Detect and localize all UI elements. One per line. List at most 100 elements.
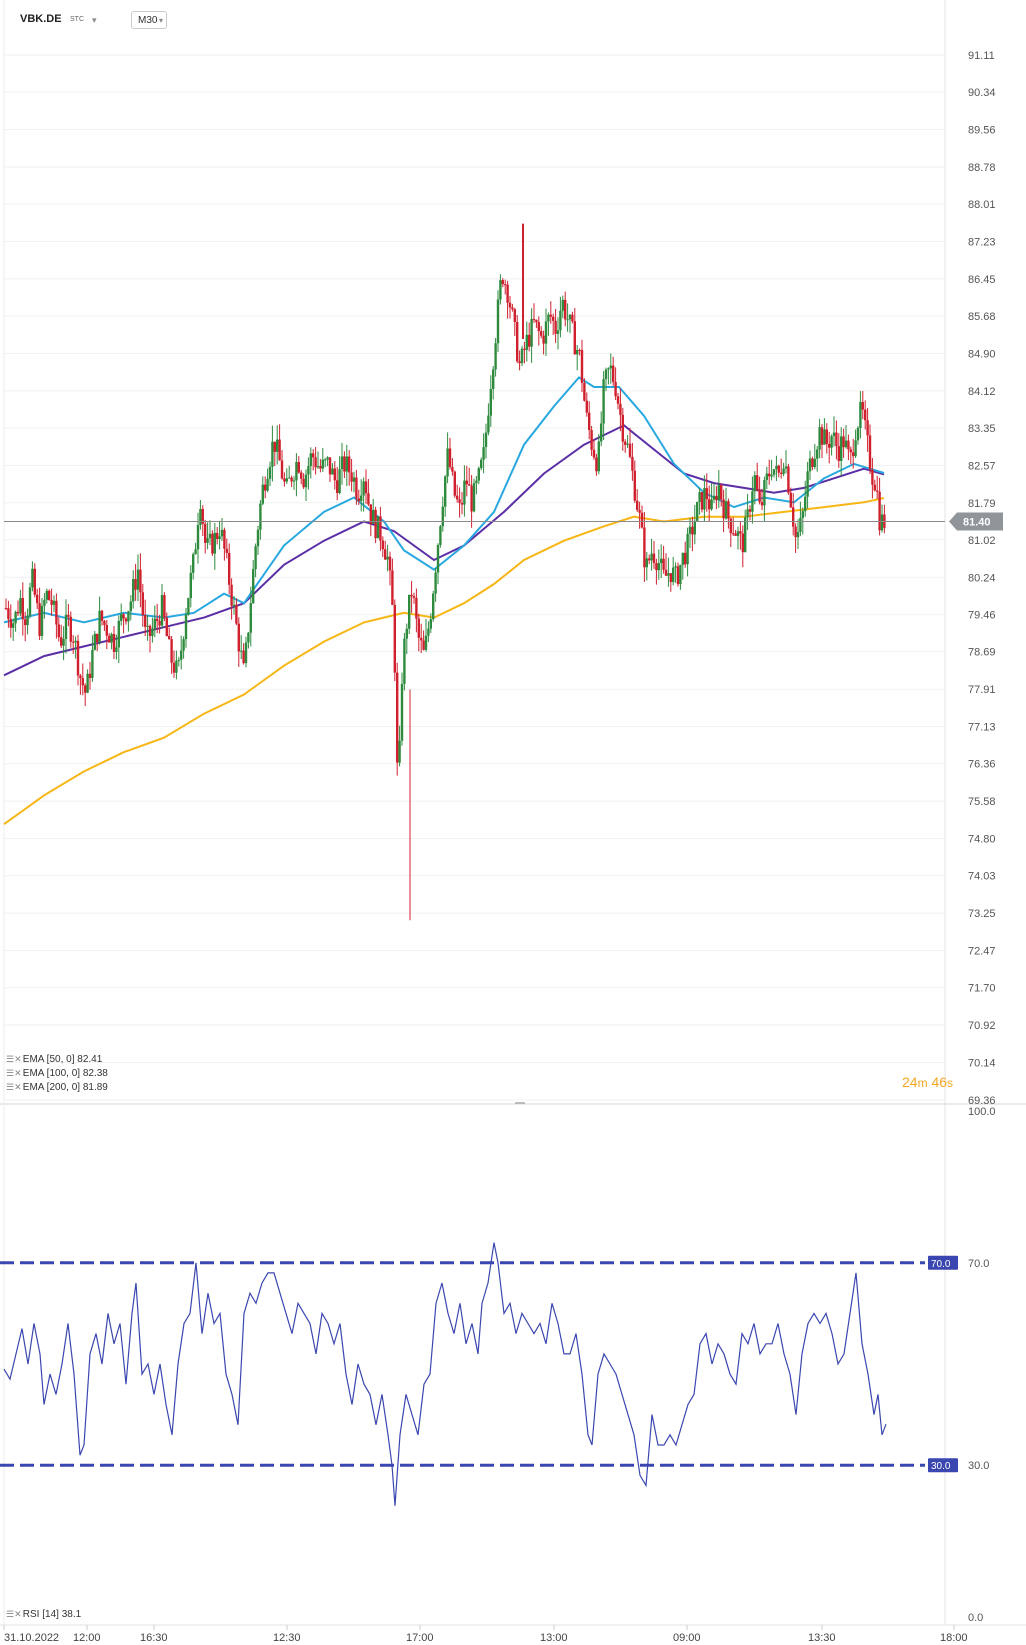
settings-icon[interactable]: ☰✕	[6, 1054, 22, 1064]
legend-ema-50[interactable]: ☰✕ EMA [50, 0] 82.41	[6, 1052, 102, 1066]
last-price-marker: 81.40	[4, 512, 1003, 531]
candle-body	[254, 546, 257, 570]
candle-body	[129, 601, 132, 612]
time-label: 13:00	[540, 1632, 568, 1644]
candle-body	[300, 472, 303, 479]
candle-body	[808, 458, 812, 472]
candle-body	[631, 456, 634, 471]
candle-body	[480, 459, 483, 469]
candle-body	[91, 649, 94, 678]
candle-body	[448, 448, 452, 468]
price-tick-label: 73.25	[968, 908, 996, 920]
candle-body	[295, 462, 298, 481]
price-tick-label: 76.36	[968, 759, 996, 771]
candle-body	[146, 625, 149, 627]
candle-body	[873, 484, 876, 491]
candle-body	[384, 549, 387, 560]
price-tick-label: 89.56	[968, 124, 996, 136]
candle-body	[50, 600, 53, 605]
price-axis: 91.11 90.34 89.56 88.78 88.01 87.23 86.45 85.68…	[968, 50, 996, 1107]
candle-body	[232, 604, 236, 606]
candle-body	[609, 365, 612, 369]
candle-body	[525, 334, 528, 350]
candle-body	[640, 512, 644, 528]
chart-header: VBK.DE STC ▾ M30 ▾	[0, 10, 600, 32]
price-tick-label: 81.02	[968, 535, 996, 547]
candle-body	[324, 459, 327, 461]
candle-body	[412, 596, 416, 598]
candle-body	[662, 558, 665, 570]
legend-ema-200[interactable]: ☰✕ EMA [200, 0] 81.89	[6, 1080, 108, 1094]
candle-body	[859, 402, 862, 429]
candle-body	[316, 466, 320, 468]
candle-body	[278, 439, 281, 461]
candle-body	[561, 299, 564, 311]
candle-body	[420, 637, 423, 641]
timeframe-select[interactable]: M30 ▾	[131, 11, 167, 29]
candle-body	[532, 318, 536, 320]
candle-body	[338, 469, 341, 493]
candle-body	[696, 502, 699, 521]
candle-body	[184, 614, 188, 640]
candle-body	[782, 468, 785, 474]
candle-body	[607, 368, 610, 370]
candle-body	[813, 458, 816, 468]
candle-body	[206, 538, 209, 543]
settings-icon[interactable]: ☰✕	[6, 1068, 22, 1078]
candle-body	[468, 484, 471, 486]
candle-body	[427, 628, 430, 636]
exchange-dropdown-icon[interactable]: ▾	[92, 15, 97, 25]
countdown-seconds-unit: s	[947, 1076, 954, 1090]
price-tick-label: 80.24	[968, 572, 996, 584]
candle-body	[144, 615, 147, 627]
last-price-label: 81.40	[963, 517, 991, 529]
candle-body	[760, 502, 764, 506]
candle-body	[501, 280, 504, 285]
candle-body	[230, 584, 233, 606]
candle-body	[391, 570, 394, 605]
candle-body	[153, 618, 156, 629]
candle-body	[163, 595, 166, 618]
candle-body	[600, 423, 603, 442]
candle-body	[45, 590, 48, 600]
candle-body	[141, 592, 144, 616]
price-tick-label: 74.80	[968, 834, 996, 846]
candle-body	[753, 475, 756, 492]
ema-200-value: 81.89	[82, 1082, 108, 1093]
candle-body	[266, 478, 269, 491]
candle-body	[830, 436, 833, 448]
candle-body	[314, 457, 317, 468]
legend-rsi[interactable]: ☰✕ RSI [14] 38.1	[6, 1607, 81, 1621]
symbol-label[interactable]: VBK.DE	[20, 13, 62, 25]
candle-body	[444, 476, 447, 507]
settings-icon[interactable]: ☰✕	[6, 1082, 22, 1092]
candle-body	[187, 598, 190, 615]
price-tick-label: 70.92	[968, 1020, 996, 1032]
candle-body	[585, 400, 588, 413]
candle-body	[475, 480, 478, 484]
candle-body	[758, 489, 761, 503]
settings-icon[interactable]: ☰✕	[6, 1609, 22, 1619]
price-tick-label: 88.01	[968, 199, 996, 211]
candle-body	[787, 466, 790, 493]
candle-body	[376, 516, 380, 539]
candle-body	[796, 531, 800, 538]
candle-body	[271, 441, 274, 467]
candle-body	[194, 549, 197, 555]
candle-body	[122, 614, 125, 619]
candle-body	[235, 604, 238, 624]
price-tick-label: 72.47	[968, 946, 996, 958]
candle-body	[192, 554, 195, 573]
legend-ema-100[interactable]: ☰✕ EMA [100, 0] 82.38	[6, 1066, 108, 1080]
candle-body	[309, 453, 312, 467]
price-tick-label: 78.69	[968, 647, 996, 659]
candle-body	[789, 492, 792, 508]
candle-body	[703, 488, 706, 510]
candle-body	[259, 503, 262, 530]
candle-body	[645, 558, 648, 568]
rsi-tick-label: 0.0	[968, 1612, 983, 1624]
candle-body	[326, 457, 329, 460]
candle-body	[12, 623, 15, 628]
